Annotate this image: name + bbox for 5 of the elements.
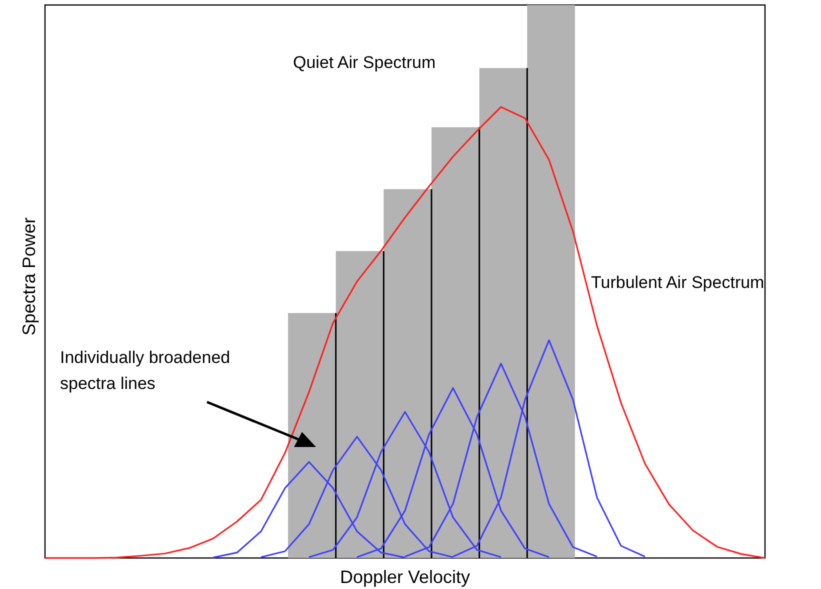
annotation: Quiet Air Spectrum: [293, 53, 436, 72]
y-axis-title: Spectra Power: [19, 217, 39, 336]
annotation: Turbulent Air Spectrum: [591, 273, 764, 292]
x-axis-title: Doppler Velocity: [340, 567, 470, 587]
annotation: Individually broadened spectra lines: [60, 348, 230, 393]
